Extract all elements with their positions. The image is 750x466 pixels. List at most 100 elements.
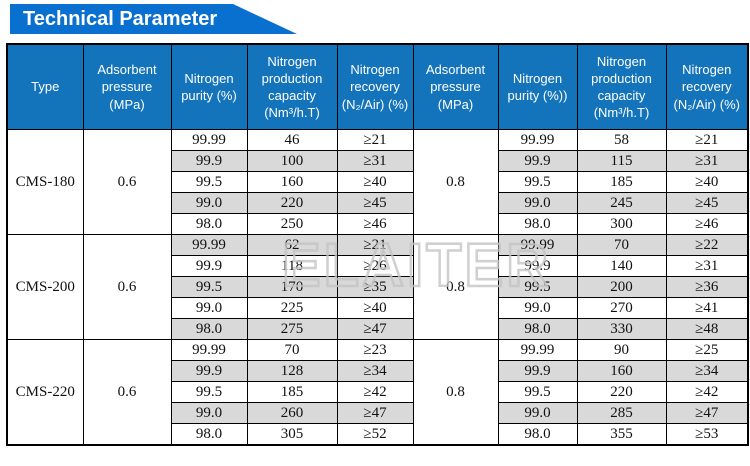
capacity-cell: 118	[246, 255, 338, 277]
recovery-cell: ≥26	[336, 255, 414, 277]
capacity-cell: 185	[246, 381, 338, 403]
capacity-cell: 46	[246, 129, 338, 151]
recovery-cell: ≥34	[336, 360, 414, 382]
column-header-recovery-right: Nitrogen recovery (N₂/Air) (%)	[665, 43, 749, 130]
column-header-capacity-left: Nitrogen production capacity (Nm³/h.T)	[246, 43, 338, 130]
column-header-pressure-right: Adsorbent pressure (MPa)	[412, 43, 499, 130]
table-row: CMS-180 0.6 99.99 46 ≥21 0.8 99.99 58 ≥2…	[6, 129, 749, 235]
purity-cell: 99.9	[170, 360, 248, 382]
recovery-cell: ≥45	[665, 192, 749, 214]
pressure-cell: 0.8	[412, 234, 499, 340]
pressure-cell: 0.6	[82, 234, 172, 340]
capacity-cell: 100	[246, 150, 338, 172]
purity-cell: 99.99	[497, 129, 578, 151]
page-title: Technical Parameter	[23, 8, 218, 30]
column-header-pressure-left: Adsorbent pressure (MPa)	[82, 43, 172, 130]
purity-cell: 99.0	[497, 192, 578, 214]
table-row: 99.9 100 ≥31 99.9 115 ≥31	[7, 150, 749, 172]
recovery-cell: ≥46	[665, 213, 749, 235]
table-row: 99.0 260 ≥47 99.0 285 ≥47	[7, 402, 749, 424]
purity-cell: 99.5	[497, 381, 578, 403]
recovery-cell: ≥21	[336, 234, 414, 256]
capacity-cell: 70	[576, 234, 667, 256]
capacity-cell: 225	[246, 297, 338, 319]
header-row: Type Adsorbent pressure (MPa) Nitrogen p…	[6, 43, 749, 130]
capacity-cell: 250	[246, 213, 338, 235]
purity-cell: 99.0	[497, 297, 578, 319]
recovery-cell: ≥36	[665, 276, 749, 298]
capacity-cell: 275	[246, 318, 338, 340]
capacity-cell: 62	[246, 234, 338, 256]
capacity-cell: 305	[246, 423, 338, 446]
purity-cell: 99.9	[497, 360, 578, 382]
capacity-cell: 300	[576, 213, 667, 235]
table-row: CMS-220 0.6 99.99 70 ≥23 0.8 99.99 90 ≥2…	[6, 339, 749, 446]
purity-cell: 99.0	[170, 297, 248, 319]
table-row: CMS-200 0.6 99.99 62 ≥21 0.8 99.99 70 ≥2…	[6, 234, 749, 340]
capacity-cell: 160	[246, 171, 338, 193]
capacity-cell: 140	[576, 255, 667, 277]
table-row: 99.5 185 ≥42 99.5 220 ≥42	[7, 381, 749, 403]
table-row: 99.5 160 ≥40 99.5 185 ≥40	[7, 171, 749, 193]
recovery-cell: ≥47	[336, 402, 414, 424]
purity-cell: 99.5	[170, 171, 248, 193]
table-wrapper: Type Adsorbent pressure (MPa) Nitrogen p…	[6, 43, 749, 446]
recovery-cell: ≥47	[665, 402, 749, 424]
column-header-type: Type	[6, 43, 84, 130]
column-header-purity-right: Nitrogen purity (%))	[497, 43, 578, 130]
capacity-cell: 170	[246, 276, 338, 298]
capacity-cell: 330	[576, 318, 667, 340]
purity-cell: 99.5	[170, 381, 248, 403]
purity-cell: 99.99	[497, 234, 578, 256]
capacity-cell: 115	[576, 150, 667, 172]
table-row: 99.5 170 ≥35 99.5 200 ≥36	[7, 276, 749, 298]
recovery-cell: ≥23	[336, 339, 414, 361]
purity-cell: 99.5	[170, 276, 248, 298]
capacity-cell: 200	[576, 276, 667, 298]
pressure-cell: 0.6	[82, 339, 172, 446]
capacity-cell: 58	[576, 129, 667, 151]
column-header-recovery-left: Nitrogen recovery (N₂/Air) (%)	[336, 43, 414, 130]
table-row: 98.0 305 ≥52 98.0 355 ≥53	[7, 423, 749, 446]
purity-cell: 99.9	[170, 255, 248, 277]
recovery-cell: ≥40	[336, 297, 414, 319]
type-cell: CMS-220	[6, 339, 84, 446]
section-banner: Technical Parameter	[10, 4, 297, 34]
table-row: 99.0 225 ≥40 99.0 270 ≥41	[7, 297, 749, 319]
purity-cell: 98.0	[170, 423, 248, 446]
purity-cell: 98.0	[170, 213, 248, 235]
recovery-cell: ≥40	[665, 171, 749, 193]
purity-cell: 99.99	[497, 339, 578, 361]
capacity-cell: 160	[576, 360, 667, 382]
capacity-cell: 70	[246, 339, 338, 361]
recovery-cell: ≥52	[336, 423, 414, 446]
purity-cell: 99.99	[170, 339, 248, 361]
purity-cell: 98.0	[497, 318, 578, 340]
recovery-cell: ≥46	[336, 213, 414, 235]
purity-cell: 99.9	[497, 255, 578, 277]
capacity-cell: 220	[246, 192, 338, 214]
pressure-cell: 0.6	[82, 129, 172, 235]
recovery-cell: ≥40	[336, 171, 414, 193]
column-header-capacity-right: Nitrogen production capacity (Nm³/h.T)	[576, 43, 667, 130]
purity-cell: 99.5	[497, 276, 578, 298]
recovery-cell: ≥42	[336, 381, 414, 403]
capacity-cell: 90	[576, 339, 667, 361]
capacity-cell: 260	[246, 402, 338, 424]
recovery-cell: ≥53	[665, 423, 749, 446]
recovery-cell: ≥35	[336, 276, 414, 298]
table-row: 99.9 118 ≥26 99.9 140 ≥31	[7, 255, 749, 277]
purity-cell: 99.99	[170, 234, 248, 256]
purity-cell: 99.9	[170, 150, 248, 172]
recovery-cell: ≥31	[336, 150, 414, 172]
recovery-cell: ≥42	[665, 381, 749, 403]
recovery-cell: ≥22	[665, 234, 749, 256]
recovery-cell: ≥47	[336, 318, 414, 340]
type-cell: CMS-200	[6, 234, 84, 340]
capacity-cell: 270	[576, 297, 667, 319]
recovery-cell: ≥34	[665, 360, 749, 382]
recovery-cell: ≥25	[665, 339, 749, 361]
recovery-cell: ≥48	[665, 318, 749, 340]
purity-cell: 99.0	[497, 402, 578, 424]
